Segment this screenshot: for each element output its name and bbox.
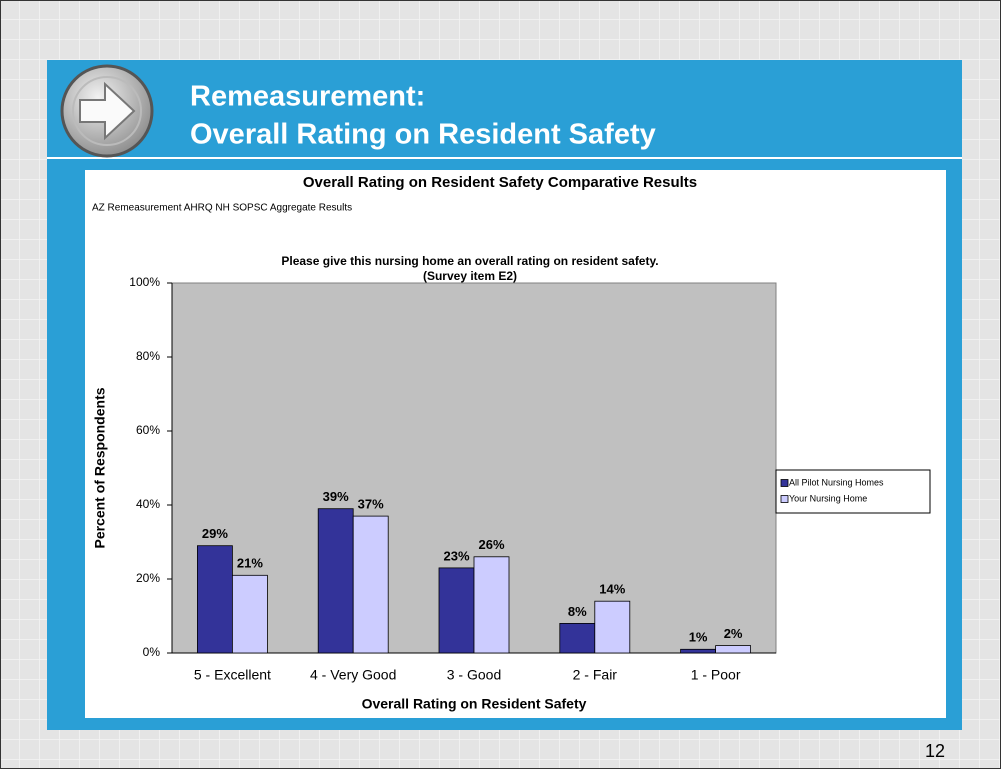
y-axis-label: Percent of Respondents [92, 387, 108, 548]
arrow-icon [60, 64, 154, 158]
x-tick-label: 1 - Poor [691, 667, 741, 683]
chart-subtitle: AZ Remeasurement AHRQ NH SOPSC Aggregate… [92, 203, 352, 214]
value-label: 29% [202, 526, 228, 541]
slide-title: Remeasurement: [190, 81, 425, 113]
y-tick-label: 20% [136, 571, 160, 585]
bar [196, 545, 233, 654]
value-label: 14% [599, 582, 625, 597]
value-label: 21% [237, 556, 263, 571]
question: Please give this nursing home an overall… [281, 254, 658, 268]
y-tick-label: 60% [136, 423, 160, 437]
legend-label: Your Nursing Home [789, 493, 867, 503]
bar [715, 645, 751, 654]
legend [775, 469, 931, 514]
bar [438, 567, 475, 654]
value-label: 1% [689, 630, 708, 645]
page-number: 12 [925, 741, 945, 761]
bar [594, 600, 631, 654]
x-tick-label: 5 - Excellent [194, 667, 271, 683]
value-label: 2% [724, 626, 743, 641]
x-tick-label: 4 - Very Good [310, 667, 396, 683]
bar [317, 508, 354, 654]
y-tick-label: 80% [136, 349, 160, 363]
x-tick-label: 2 - Fair [573, 667, 618, 683]
legend-swatch [780, 495, 789, 503]
bar [559, 623, 596, 654]
x-tick-label: 3 - Good [447, 667, 501, 683]
bar [473, 556, 510, 654]
bar [231, 574, 268, 654]
x-axis-label: Overall Rating on Resident Safety [362, 696, 587, 712]
bar [352, 515, 389, 654]
value-label: 26% [478, 537, 504, 552]
chart-title: Overall Rating on Resident Safety Compar… [303, 174, 697, 191]
bar [680, 648, 716, 654]
value-label: 23% [443, 548, 469, 563]
y-tick-label: 100% [129, 275, 160, 289]
slide-title: Overall Rating on Resident Safety [190, 119, 656, 151]
y-tick-label: 0% [143, 645, 161, 659]
legend-label: All Pilot Nursing Homes [789, 477, 884, 487]
value-label: 37% [358, 497, 384, 512]
value-label: 39% [323, 489, 349, 504]
value-label: 8% [568, 604, 587, 619]
question: (Survey item E2) [423, 269, 517, 283]
legend-swatch [780, 479, 789, 487]
y-tick-label: 40% [136, 497, 160, 511]
